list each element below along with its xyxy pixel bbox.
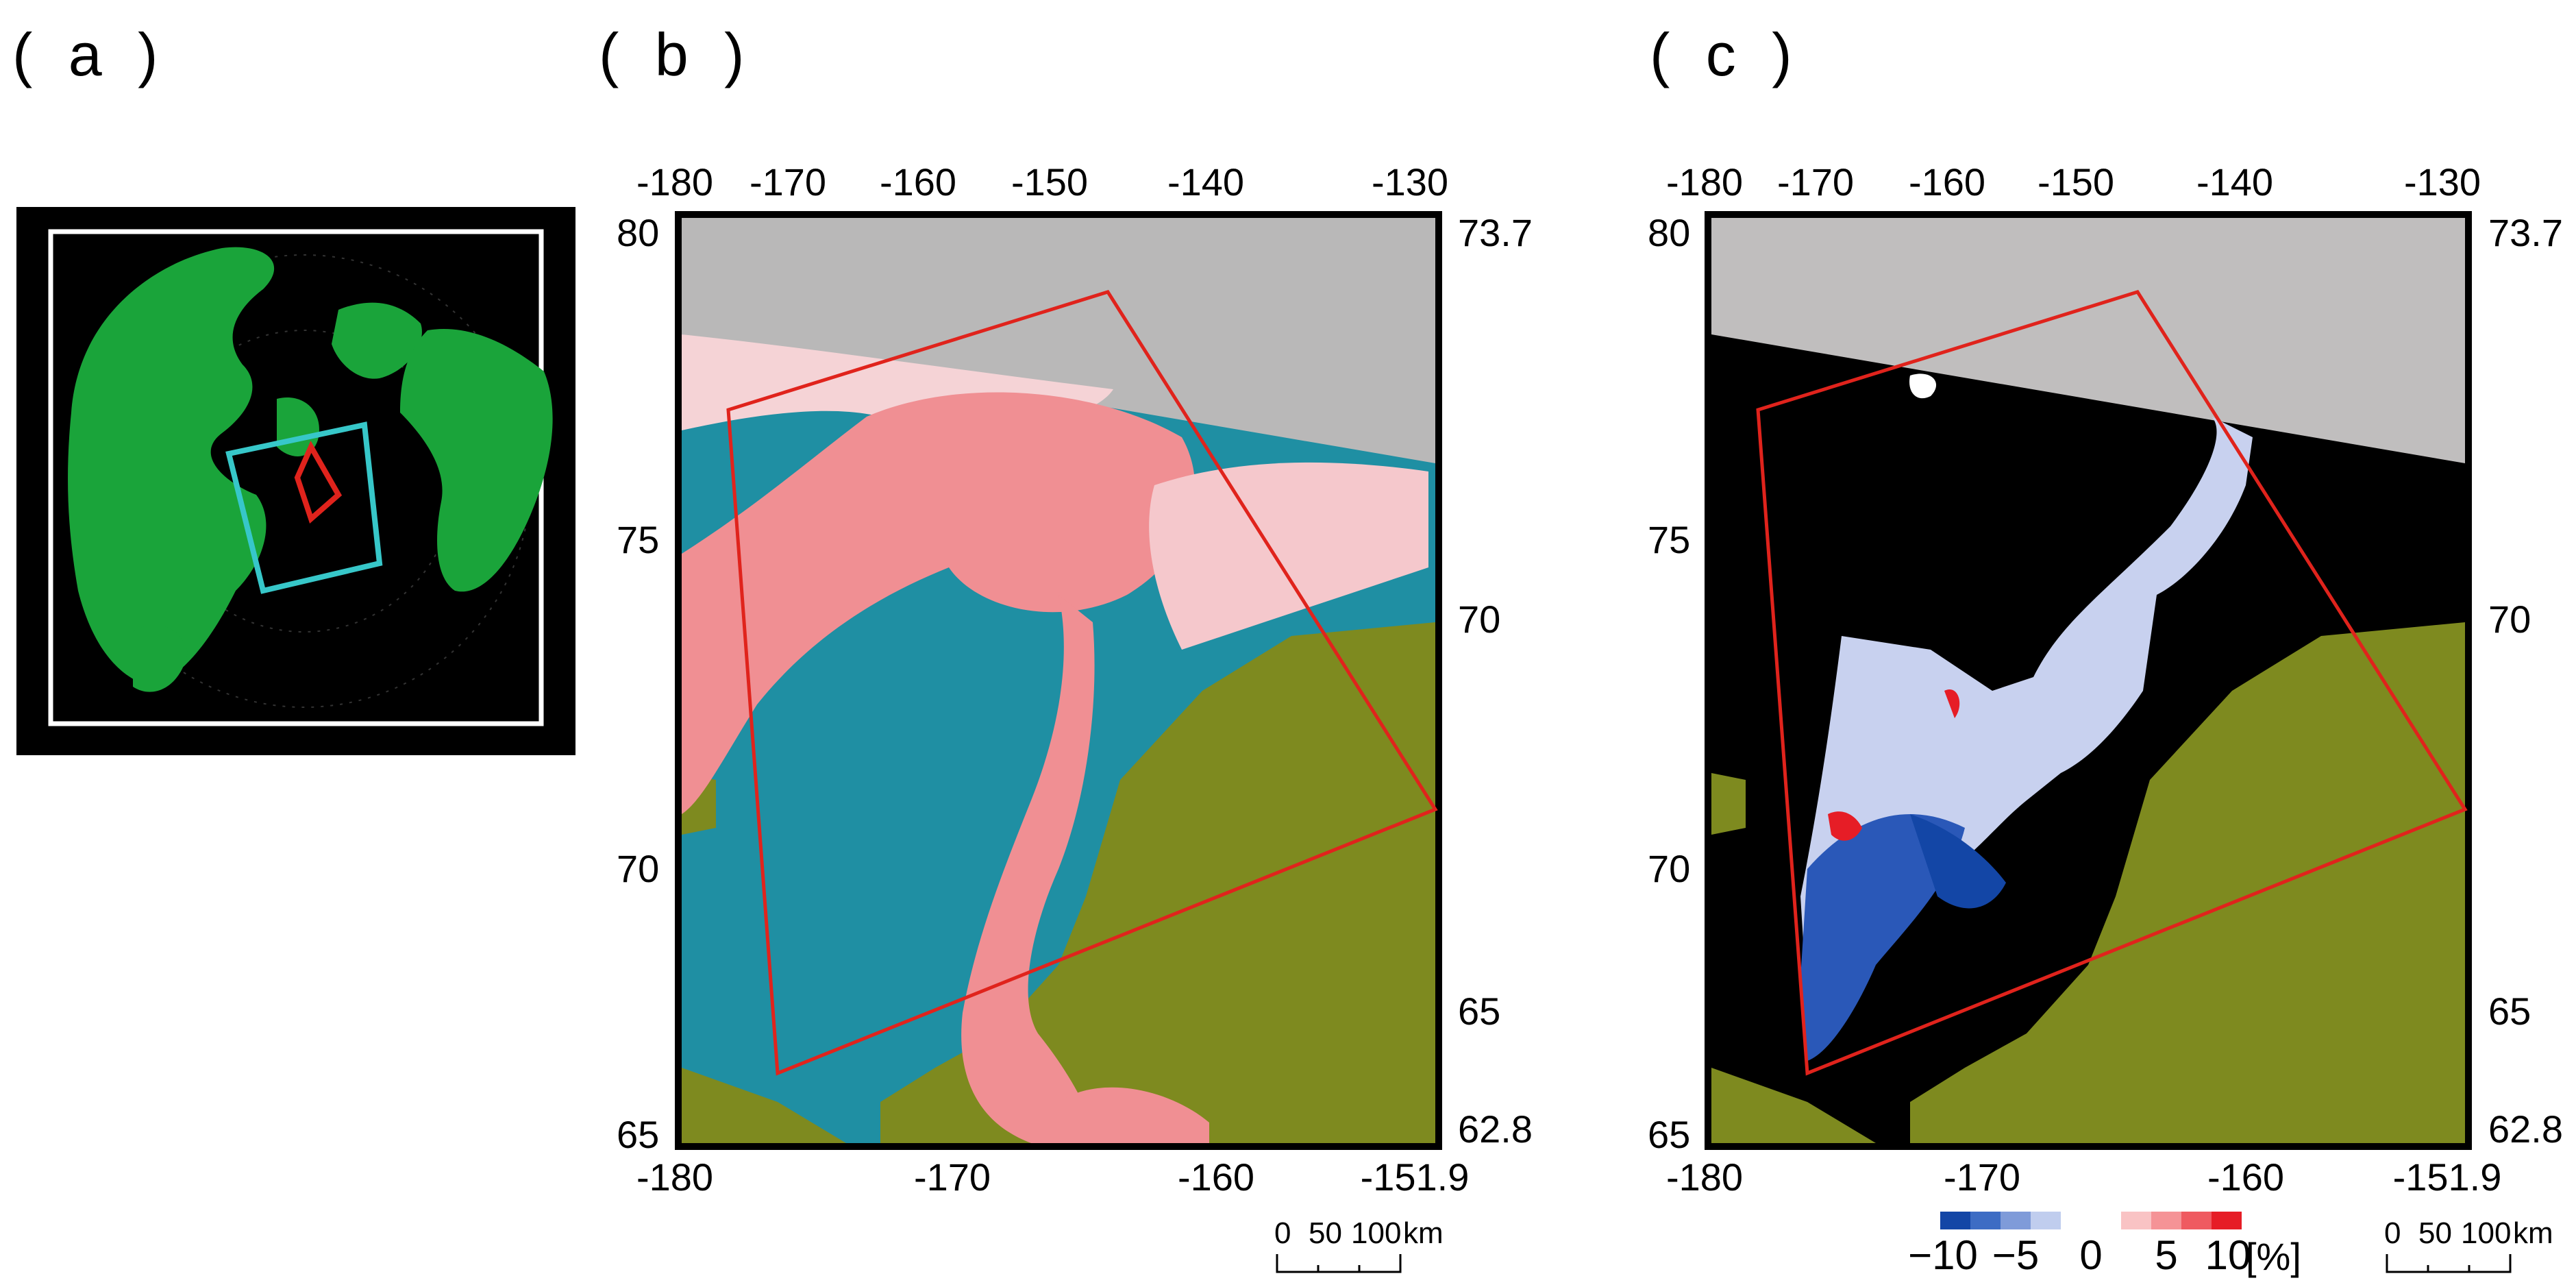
strait-ice	[1058, 1087, 1209, 1143]
left-tick: 65	[617, 1113, 660, 1156]
right-tick: 70	[2488, 598, 2531, 641]
scalebar-b: 0 50 100 km	[1274, 1218, 1452, 1280]
right-tick: 73.7	[1458, 211, 1533, 254]
top-tick: -170	[1776, 160, 1855, 204]
ice-change-negative	[1800, 814, 1965, 1061]
scalebar-unit: km	[2513, 1216, 2553, 1250]
panel-a-map	[16, 207, 575, 755]
bottom-tick: -160	[2207, 1155, 2285, 1199]
colorbar-gradient	[1940, 1212, 2242, 1229]
colorbar-tick: −5	[1992, 1232, 2040, 1278]
top-tick: -150	[2037, 160, 2115, 204]
bottom-tick: -170	[913, 1155, 991, 1199]
left-tick: 80	[1648, 211, 1691, 254]
panel-a-label: ( a )	[12, 21, 168, 88]
colorbar-swatch	[2091, 1212, 2121, 1229]
colorbar-swatch	[2001, 1212, 2031, 1229]
ice-change-negative-core	[1910, 814, 2006, 909]
top-tick: -160	[1908, 160, 1986, 204]
left-tick: 65	[1648, 1113, 1691, 1156]
colorbar-swatch	[2121, 1212, 2151, 1229]
land-alaska	[1910, 622, 2465, 1143]
top-tick: -180	[1665, 160, 1744, 204]
land-island	[1711, 773, 1746, 835]
scalebar-tick: 50	[1309, 1216, 1342, 1250]
right-tick: 70	[1458, 598, 1501, 641]
panel-c-label: ( c )	[1650, 21, 1802, 88]
scalebar-c: 0 50 100 km	[2384, 1218, 2562, 1280]
right-tick: 62.8	[2488, 1107, 2563, 1151]
colorbar-tick: −10	[1908, 1232, 1978, 1278]
top-tick: -130	[1371, 160, 1449, 204]
colorbar-swatch	[2031, 1212, 2061, 1229]
top-tick: -150	[1011, 160, 1089, 204]
study-region-outline	[726, 290, 1438, 1076]
landmass-greenland	[332, 302, 422, 379]
bottom-tick: -160	[1177, 1155, 1255, 1199]
colorbar-swatch	[2181, 1212, 2212, 1229]
scalebar-line	[1276, 1254, 1402, 1273]
cloud-streaks	[1149, 462, 1428, 650]
scalebar-unit: km	[1403, 1216, 1444, 1250]
polar-overview-map	[16, 207, 575, 755]
colorbar-tick: 0	[2079, 1232, 2103, 1278]
bottom-tick: -151.9	[1360, 1155, 1470, 1199]
colorbar-swatch	[2212, 1212, 2242, 1229]
scalebar-tick: 100	[1351, 1216, 1402, 1250]
top-tick: -140	[2196, 160, 2274, 204]
colorbar-swatch	[2151, 1212, 2181, 1229]
study-region-outline	[294, 441, 343, 524]
scalebar-tick: 100	[2461, 1216, 2512, 1250]
bottom-tick: -180	[1665, 1155, 1744, 1199]
sea-ice-tongue	[961, 595, 1100, 1143]
panel-c-map	[1705, 211, 2472, 1150]
ice-change-positive	[1944, 689, 1960, 718]
landmass-peninsula	[133, 625, 188, 692]
colorbar-swatch	[1940, 1212, 1970, 1229]
false-color-satellite-image	[675, 211, 1442, 1150]
scalebar-tick: 50	[2418, 1216, 2452, 1250]
top-tick: -180	[636, 160, 714, 204]
colorbar-swatch	[2061, 1212, 2091, 1229]
right-tick: 65	[2488, 990, 2531, 1033]
colorbar-swatch	[1970, 1212, 2001, 1229]
colorbar-unit: [%]	[2246, 1235, 2301, 1278]
colorbar-tick: 5	[2155, 1232, 2178, 1278]
landmass-eurasia	[68, 247, 275, 687]
ice-patch	[1909, 373, 1937, 399]
panel-b-map	[675, 211, 1442, 1150]
ice-concentration-difference-map	[1705, 211, 2472, 1150]
top-tick: -160	[879, 160, 957, 204]
panel-b-label: ( b )	[599, 21, 754, 88]
left-tick: 75	[1648, 518, 1691, 561]
bottom-tick: -170	[1943, 1155, 2021, 1199]
right-tick: 62.8	[1458, 1107, 1533, 1151]
study-region-outline	[1756, 290, 2468, 1076]
scalebar-line	[2386, 1254, 2512, 1273]
left-tick: 80	[617, 211, 660, 254]
landmass-north-america	[400, 329, 553, 592]
land-chukotka	[682, 1068, 846, 1143]
bottom-tick: -180	[636, 1155, 714, 1199]
scalebar-tick: 0	[2384, 1216, 2401, 1250]
bottom-tick: -151.9	[2392, 1155, 2502, 1199]
colorbar-tick: 10	[2205, 1232, 2251, 1278]
left-tick: 70	[1648, 847, 1691, 890]
top-tick: -130	[2403, 160, 2481, 204]
ice-change-positive	[1828, 811, 1862, 841]
top-tick: -170	[749, 160, 827, 204]
left-tick: 75	[617, 518, 660, 561]
top-tick: -140	[1167, 160, 1245, 204]
colorbar: −10 −5 0 5 10	[1908, 1212, 2251, 1287]
left-tick: 70	[617, 847, 660, 890]
sea-ice-pack	[682, 392, 1196, 814]
land-chukotka	[1711, 1068, 1876, 1143]
right-tick: 65	[1458, 990, 1501, 1033]
swath-outline	[225, 421, 383, 594]
right-tick: 73.7	[2488, 211, 2563, 254]
scalebar-tick: 0	[1274, 1216, 1291, 1250]
